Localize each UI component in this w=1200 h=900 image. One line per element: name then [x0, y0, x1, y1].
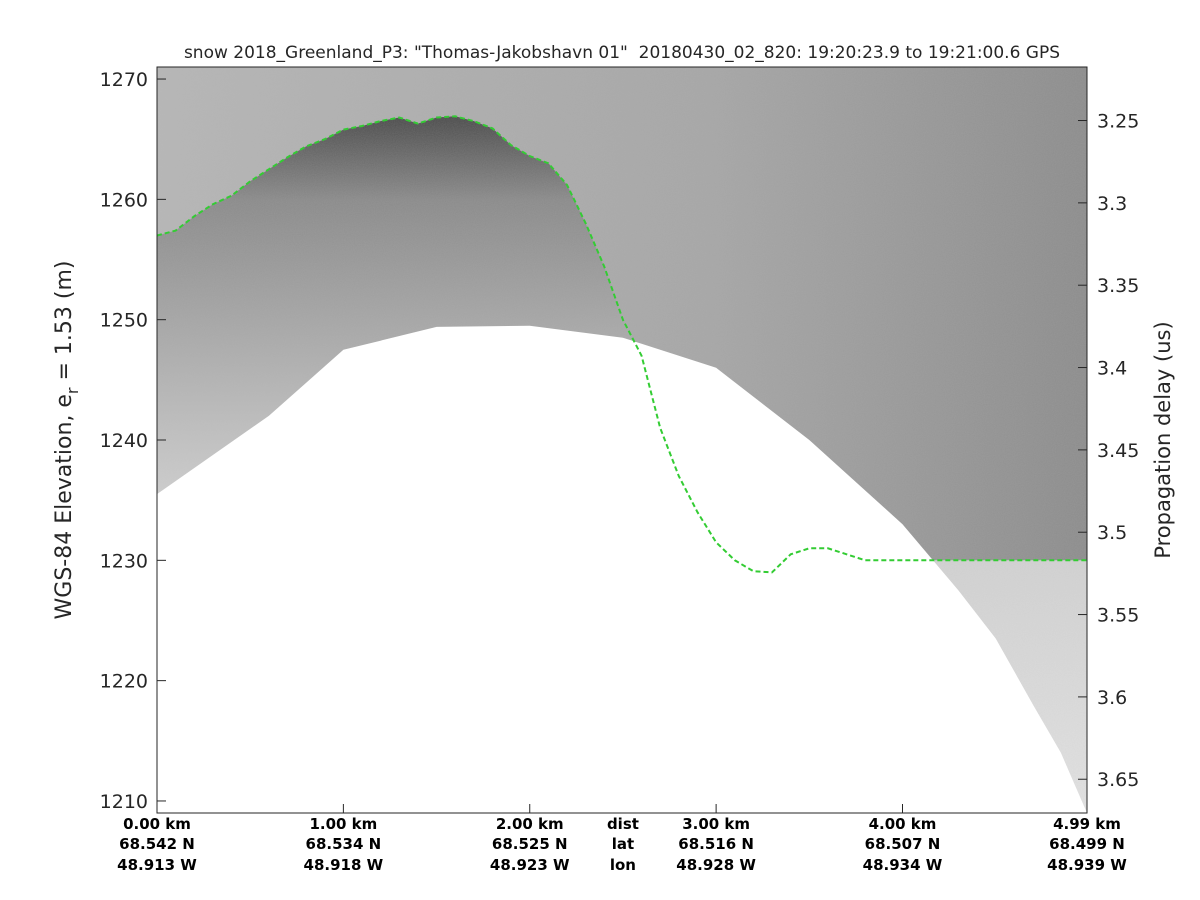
chart-title: snow 2018_Greenland_P3: "Thomas-Jakobsha…: [184, 43, 1060, 63]
right-tick-label: 3.35: [1097, 275, 1139, 297]
right-tick-label: 3.55: [1097, 605, 1139, 627]
right-tick-label: 3.5: [1097, 522, 1127, 544]
echogram-image: [157, 67, 1087, 813]
right-tick-label: 3.3: [1097, 193, 1127, 215]
bottom-tick-label-lon: 48.923 W: [490, 856, 570, 874]
bottom-row-name-dist: dist: [607, 815, 639, 833]
right-tick-label: 3.65: [1097, 769, 1139, 791]
bottom-tick-label-lon: 48.928 W: [676, 856, 756, 874]
bottom-tick-label-lon: 48.918 W: [304, 856, 384, 874]
left-tick-label: 1250: [100, 310, 148, 332]
surface-track-line: [157, 115, 1087, 574]
left-tick-label: 1270: [100, 69, 148, 91]
bottom-tick-label-lon: 48.939 W: [1047, 856, 1127, 874]
bottom-tick-label-dist: 0.00 km: [123, 815, 191, 833]
right-tick-label: 3.6: [1097, 687, 1127, 709]
bottom-tick-label-lat: 68.507 N: [865, 835, 941, 853]
bottom-tick-label-lon: 48.913 W: [117, 856, 197, 874]
bottom-tick-label-dist: 4.00 km: [869, 815, 937, 833]
bottom-tick-label-dist: 3.00 km: [682, 815, 750, 833]
bottom-tick-label-lat: 68.542 N: [119, 835, 195, 853]
left-tick-label: 1240: [100, 430, 148, 452]
bottom-axis: 0.00 km 68.542 N 48.913 W 1.00 km 68.534 N 48…: [117, 804, 1127, 874]
left-axis: 1210 1220 1230 1240 1250 1260 1270: [100, 69, 166, 813]
right-tick-label: 3.25: [1097, 111, 1139, 133]
right-tick-label: 3.4: [1097, 358, 1127, 380]
bottom-row-name-lat: lat: [612, 835, 634, 853]
bottom-tick-label-lat: 68.525 N: [492, 835, 568, 853]
left-tick-label: 1220: [100, 671, 148, 693]
no-data-region: [157, 325, 1087, 813]
bottom-tick-label-dist: 1.00 km: [309, 815, 377, 833]
bottom-tick-label-dist: 4.99 km: [1053, 815, 1121, 833]
left-tick-label: 1210: [100, 791, 148, 813]
bottom-row-name-lon: lon: [610, 856, 636, 874]
bottom-tick-label-lat: 68.534 N: [306, 835, 382, 853]
right-tick-label: 3.45: [1097, 440, 1139, 462]
left-axis-label: WGS-84 Elevation, er = 1.53 (m): [52, 261, 82, 620]
right-axis-label: Propagation delay (us): [1151, 321, 1175, 558]
right-axis: 3.25 3.3 3.35 3.4 3.45 3.5 3.55 3.6 3.65: [1078, 111, 1139, 791]
left-tick-label: 1260: [100, 189, 148, 211]
bottom-tick-label-lat: 68.499 N: [1049, 835, 1125, 853]
left-tick-label: 1230: [100, 550, 148, 572]
bottom-tick-label-lat: 68.516 N: [678, 835, 754, 853]
bottom-tick-label-lon: 48.934 W: [863, 856, 943, 874]
bottom-tick-label-dist: 2.00 km: [496, 815, 564, 833]
